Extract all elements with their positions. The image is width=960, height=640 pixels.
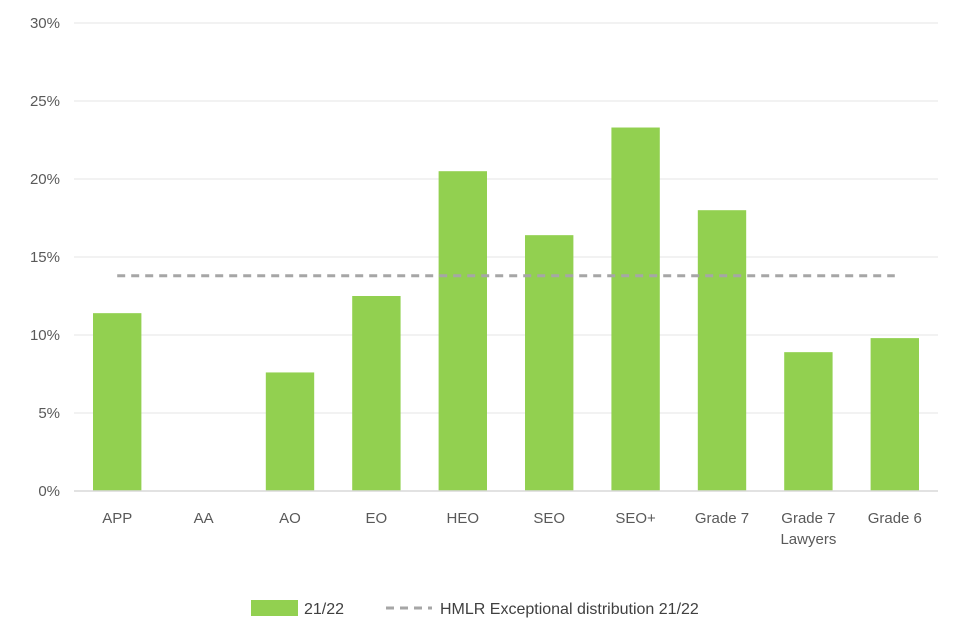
x-tick-label-line: Lawyers <box>780 531 836 548</box>
x-tick-label: SEO <box>533 510 565 527</box>
y-tick-label: 20% <box>30 171 60 188</box>
y-tick-label: 5% <box>38 405 60 422</box>
bar <box>265 372 315 491</box>
y-tick-label: 10% <box>30 327 60 344</box>
x-tick-label: Grade 7 Lawyers <box>780 510 836 548</box>
x-tick-label-line: AA <box>194 510 214 527</box>
x-tick-label: Grade 7 <box>695 510 749 527</box>
bar <box>784 352 833 491</box>
legend-label-bars: 21/22 <box>304 601 344 618</box>
legend-label-reference-line: HMLR Exceptional distribution 21/22 <box>440 601 699 618</box>
x-tick-label-line: Grade 7 <box>781 510 835 527</box>
x-tick-label-line: SEO <box>533 510 565 527</box>
bar <box>697 210 747 491</box>
x-tick-label-line: Grade 7 <box>695 510 749 527</box>
x-tick-label-line: Grade 6 <box>868 510 922 527</box>
x-tick-label: SEO+ <box>615 510 656 527</box>
x-tick-label: EO <box>366 510 388 527</box>
bar <box>438 171 487 491</box>
bar <box>525 235 574 491</box>
x-tick-label-line: EO <box>366 510 388 527</box>
x-tick-label: AA <box>194 510 214 527</box>
x-tick-label-line: HEO <box>447 510 480 527</box>
bar <box>352 296 401 491</box>
legend-swatch-bars <box>251 600 298 616</box>
y-tick-label: 30% <box>30 15 60 32</box>
y-tick-label: 0% <box>38 483 60 500</box>
x-tick-label: Grade 6 <box>868 510 922 527</box>
x-axis-tick-labels: APP AA AO EO HEO SEO SEO+ Grade 7 Grade 7 Lawyers… <box>102 510 922 548</box>
bar <box>93 313 142 491</box>
x-tick-label: AO <box>279 510 301 527</box>
x-tick-label-line: APP <box>102 510 132 527</box>
x-tick-label-line: AO <box>279 510 301 527</box>
x-tick-label: HEO <box>447 510 480 527</box>
y-tick-label: 15% <box>30 249 60 266</box>
bar <box>870 338 919 491</box>
y-axis-tick-labels: 0% 5% 10% 15% 20% 25% 30% <box>30 15 60 500</box>
x-tick-label: APP <box>102 510 132 527</box>
x-tick-label-line: SEO+ <box>615 510 656 527</box>
legend: 21/22 HMLR Exceptional distribution 21/2… <box>251 600 699 618</box>
bar <box>611 127 660 492</box>
bars <box>93 127 919 492</box>
y-tick-label: 25% <box>30 93 60 110</box>
